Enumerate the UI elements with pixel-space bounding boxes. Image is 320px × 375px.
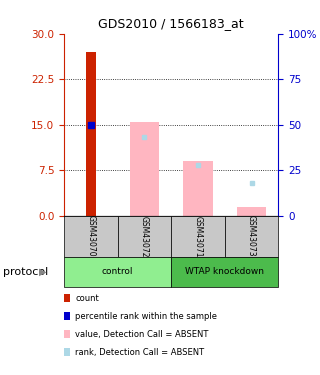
Text: ▶: ▶ [39, 267, 47, 277]
Text: WTAP knockdown: WTAP knockdown [185, 267, 264, 276]
Bar [237, 207, 266, 216]
Text: GSM43070: GSM43070 [86, 215, 95, 257]
Bar [130, 122, 159, 216]
Text: value, Detection Call = ABSENT: value, Detection Call = ABSENT [75, 330, 208, 339]
Text: GSM43072: GSM43072 [140, 216, 149, 257]
Text: GSM43071: GSM43071 [194, 216, 203, 257]
Text: GSM43073: GSM43073 [247, 215, 256, 257]
Text: count: count [75, 294, 99, 303]
Text: control: control [102, 267, 133, 276]
Text: protocol: protocol [3, 267, 48, 277]
Text: percentile rank within the sample: percentile rank within the sample [75, 312, 217, 321]
Bar [86, 52, 96, 216]
Text: GDS2010 / 1566183_at: GDS2010 / 1566183_at [98, 17, 244, 30]
Text: rank, Detection Call = ABSENT: rank, Detection Call = ABSENT [75, 348, 204, 357]
Bar [183, 161, 213, 216]
